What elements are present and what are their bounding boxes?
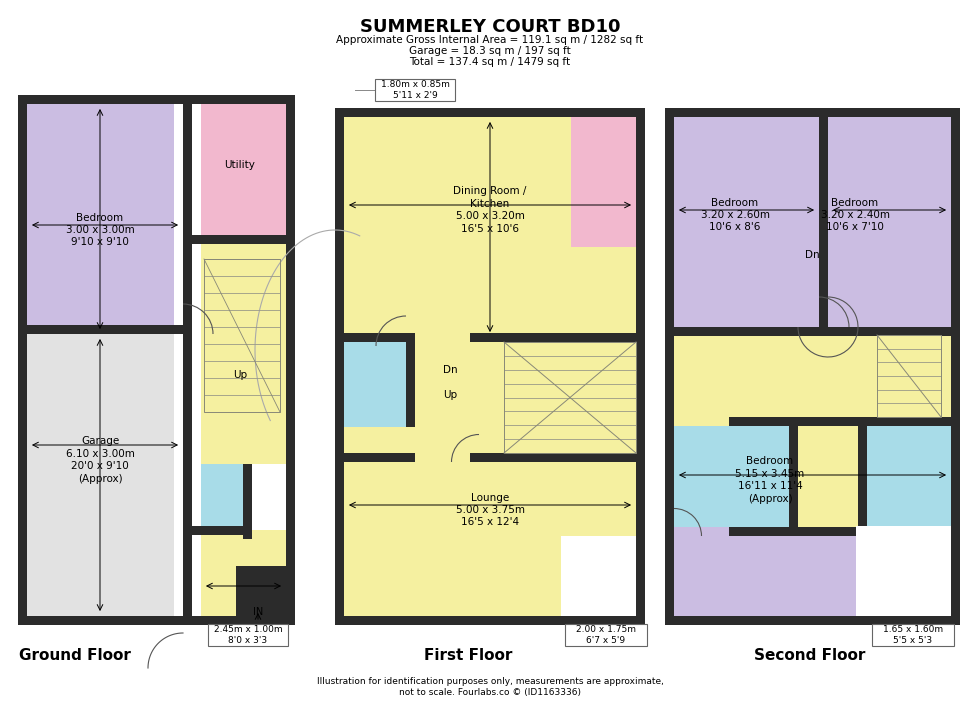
Bar: [344, 457, 636, 616]
Bar: [856, 526, 865, 616]
Text: Utility: Utility: [224, 160, 256, 170]
Bar: [674, 327, 951, 417]
Text: 2.45m x 1.00m
8'0 x 3'3: 2.45m x 1.00m 8'0 x 3'3: [214, 625, 282, 645]
Text: not to scale. Fourlabs.co © (ID1163336): not to scale. Fourlabs.co © (ID1163336): [399, 688, 581, 697]
Bar: [951, 108, 960, 625]
Bar: [561, 536, 636, 616]
Text: Approximate Gross Internal Area = 119.1 sq m / 1282 sq ft: Approximate Gross Internal Area = 119.1 …: [336, 35, 644, 45]
Bar: [243, 464, 252, 539]
Text: Dining Room /
Kitchen
5.00 x 3.20m
16'5 x 10'6: Dining Room / Kitchen 5.00 x 3.20m 16'5 …: [454, 187, 526, 233]
Text: Bedroom
3.00 x 3.00m
9'10 x 9'10: Bedroom 3.00 x 3.00m 9'10 x 9'10: [66, 213, 134, 247]
Text: Bedroom
5.15 x 3.45m
16'11 x 11'4
(Approx): Bedroom 5.15 x 3.45m 16'11 x 11'4 (Appro…: [735, 457, 805, 503]
Bar: [335, 453, 645, 462]
Bar: [674, 527, 729, 536]
Bar: [674, 527, 951, 616]
Text: Total = 137.4 sq m / 1479 sq ft: Total = 137.4 sq m / 1479 sq ft: [410, 57, 570, 67]
Bar: [415, 333, 470, 342]
Text: 1.80m x 0.85m
5'11 x 2'9: 1.80m x 0.85m 5'11 x 2'9: [380, 80, 450, 100]
Bar: [344, 337, 406, 427]
Bar: [192, 235, 286, 244]
Bar: [856, 526, 951, 616]
Bar: [335, 108, 344, 625]
Text: Garage = 18.3 sq m / 197 sq ft: Garage = 18.3 sq m / 197 sq ft: [409, 46, 571, 56]
Text: Bedroom
3.20 x 2.60m
10'6 x 8'6: Bedroom 3.20 x 2.60m 10'6 x 8'6: [701, 197, 769, 233]
Bar: [201, 530, 286, 616]
Bar: [192, 526, 243, 535]
Bar: [201, 464, 252, 530]
Bar: [665, 527, 960, 536]
Bar: [18, 95, 27, 625]
Bar: [561, 536, 570, 616]
Text: Ground Floor: Ground Floor: [19, 648, 131, 663]
Bar: [27, 334, 174, 616]
Text: Up: Up: [233, 370, 247, 380]
Bar: [208, 624, 288, 646]
Bar: [571, 117, 636, 247]
Bar: [674, 417, 789, 527]
Bar: [665, 417, 960, 426]
Text: 2.00 x 1.75m
6'7 x 5'9: 2.00 x 1.75m 6'7 x 5'9: [576, 625, 636, 645]
Text: Lounge
5.00 x 3.75m
16'5 x 12'4: Lounge 5.00 x 3.75m 16'5 x 12'4: [456, 493, 524, 527]
Text: Second Floor: Second Floor: [755, 648, 865, 663]
Bar: [674, 417, 729, 426]
Bar: [867, 417, 951, 527]
Bar: [375, 79, 455, 101]
Bar: [674, 117, 819, 327]
Bar: [504, 342, 636, 453]
Bar: [872, 624, 954, 646]
Bar: [344, 337, 636, 457]
Text: IN: IN: [253, 607, 263, 617]
Bar: [858, 417, 867, 536]
Text: 1.65 x 1.60m
5'5 x 5'3: 1.65 x 1.60m 5'5 x 5'3: [883, 625, 943, 645]
Bar: [877, 335, 941, 417]
Bar: [335, 616, 645, 625]
Bar: [406, 337, 415, 427]
Bar: [335, 108, 645, 117]
Bar: [665, 616, 960, 625]
Text: First Floor: First Floor: [423, 648, 513, 663]
Text: Up: Up: [443, 390, 457, 400]
Bar: [27, 104, 174, 334]
Text: Bedroom
3.20 x 2.40m
10'6 x 7'10: Bedroom 3.20 x 2.40m 10'6 x 7'10: [820, 197, 890, 233]
Bar: [18, 325, 183, 334]
Bar: [201, 104, 286, 239]
Bar: [865, 535, 942, 607]
Bar: [665, 327, 960, 336]
Bar: [636, 108, 645, 625]
Text: Dn: Dn: [805, 250, 819, 260]
Bar: [828, 117, 951, 327]
Bar: [286, 95, 295, 625]
Bar: [183, 95, 192, 625]
Bar: [236, 566, 286, 616]
Bar: [415, 453, 470, 462]
Bar: [665, 108, 960, 117]
Bar: [856, 526, 951, 535]
Bar: [335, 333, 645, 342]
Bar: [18, 616, 295, 625]
Bar: [565, 624, 647, 646]
Bar: [798, 417, 858, 527]
Bar: [344, 117, 636, 337]
Bar: [819, 108, 828, 336]
Bar: [789, 417, 798, 536]
Bar: [18, 95, 295, 104]
Bar: [665, 108, 674, 625]
Text: Dn: Dn: [443, 365, 458, 375]
Text: Illustration for identification purposes only, measurements are approximate,: Illustration for identification purposes…: [317, 677, 663, 686]
Text: SUMMERLEY COURT BD10: SUMMERLEY COURT BD10: [360, 18, 620, 36]
Bar: [204, 259, 280, 412]
Bar: [561, 536, 636, 545]
Text: Garage
6.10 x 3.00m
20'0 x 9'10
(Approx): Garage 6.10 x 3.00m 20'0 x 9'10 (Approx): [66, 436, 134, 484]
Bar: [201, 239, 286, 464]
